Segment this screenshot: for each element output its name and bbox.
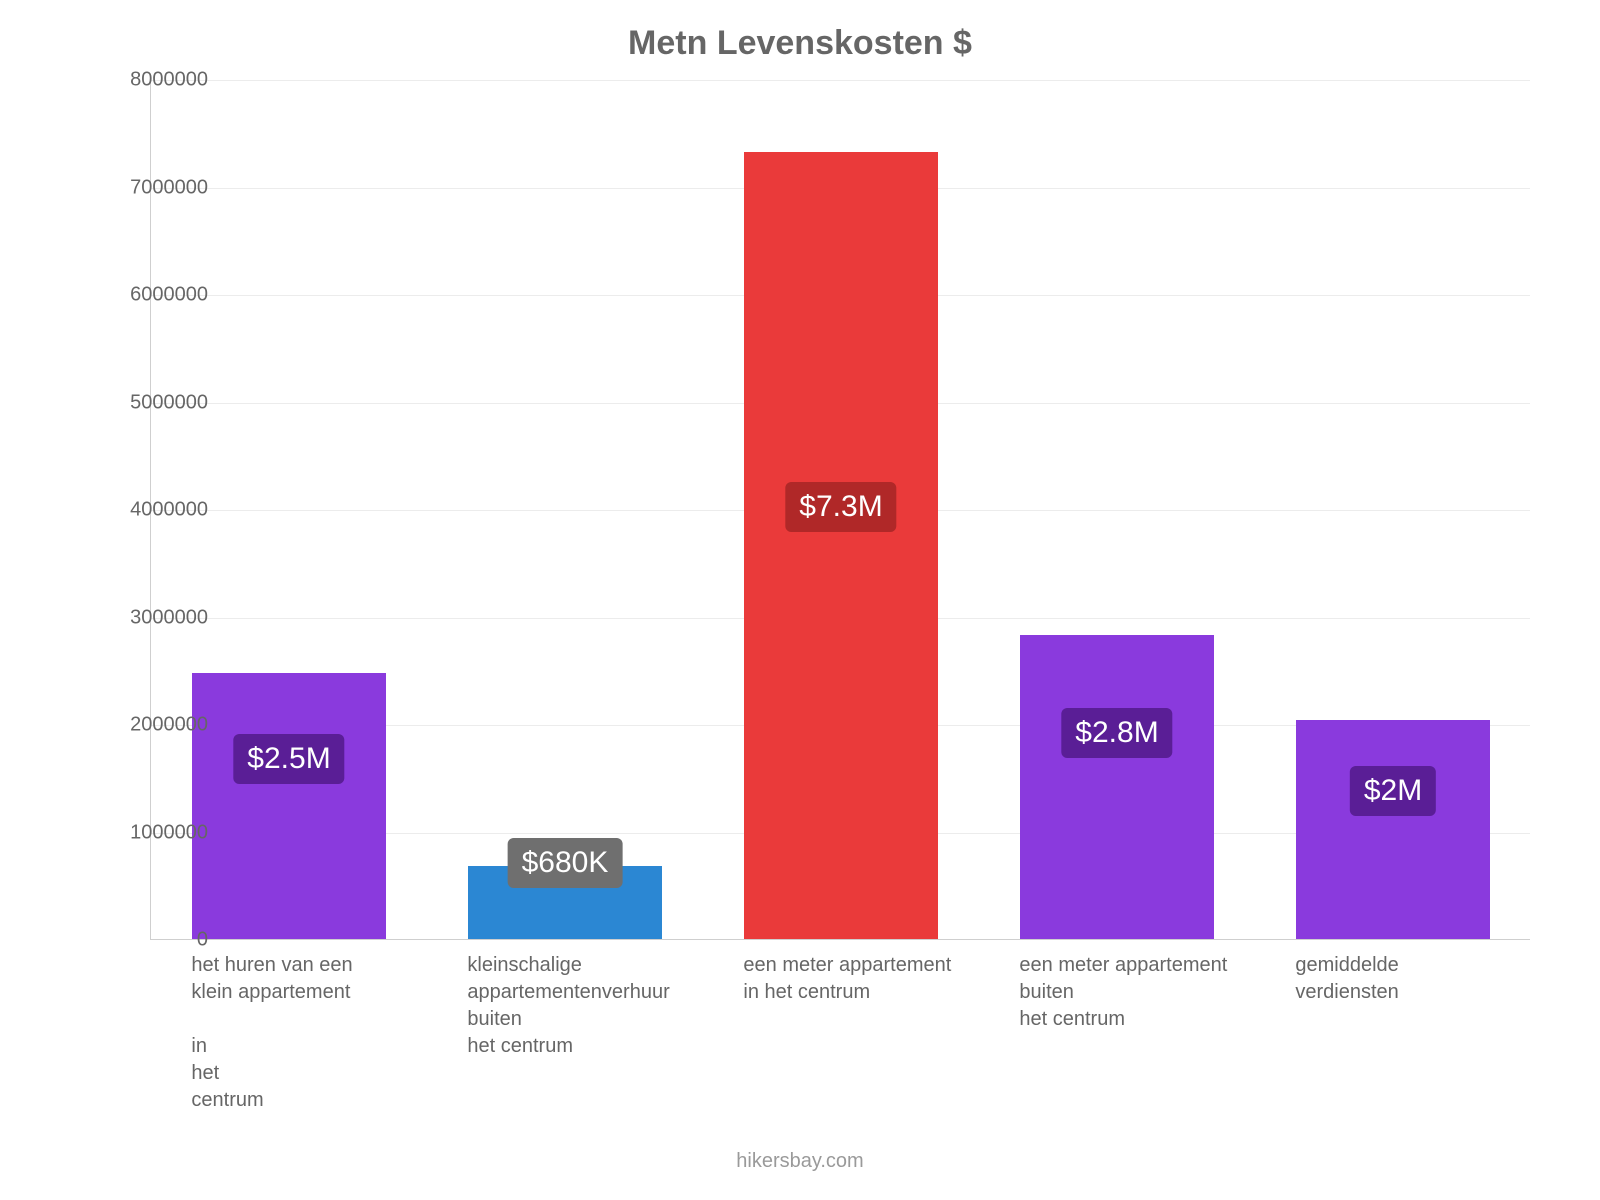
bar: [192, 673, 385, 939]
y-tick-label: 5000000: [88, 391, 208, 414]
x-category-label: gemiddelde verdiensten: [1295, 952, 1398, 1006]
bar-value-label: $2M: [1350, 766, 1436, 816]
y-tick-label: 8000000: [88, 69, 208, 92]
y-tick-label: 2000000: [88, 714, 208, 737]
y-tick-label: 4000000: [88, 499, 208, 522]
bar-value-label: $2.5M: [233, 734, 344, 784]
bar: [744, 152, 937, 939]
bar-value-label: $2.8M: [1061, 708, 1172, 758]
bar-value-label: $680K: [508, 838, 623, 888]
x-category-label: een meter appartement in het centrum: [743, 952, 951, 1006]
bar: [1020, 635, 1213, 939]
bar: [1296, 720, 1489, 939]
bar-value-label: $7.3M: [785, 482, 896, 532]
y-tick-label: 6000000: [88, 284, 208, 307]
y-tick-label: 1000000: [88, 821, 208, 844]
credit-text: hikersbay.com: [0, 1150, 1600, 1173]
x-category-label: kleinschalige appartementenverhuur buite…: [467, 952, 669, 1060]
chart-title: Metn Levenskosten $: [0, 24, 1600, 63]
x-category-label: het huren van een klein appartement in h…: [191, 952, 352, 1114]
chart-container: Metn Levenskosten $ $2.5M $680K $7.3M $2.8M…: [0, 0, 1600, 1200]
grid-line: [151, 80, 1530, 81]
x-category-label: een meter appartement buiten het centrum: [1019, 952, 1227, 1033]
y-tick-label: 7000000: [88, 176, 208, 199]
y-tick-label: 0: [88, 929, 208, 952]
plot-area: $2.5M $680K $7.3M $2.8M $2M: [150, 80, 1530, 940]
y-tick-label: 3000000: [88, 606, 208, 629]
